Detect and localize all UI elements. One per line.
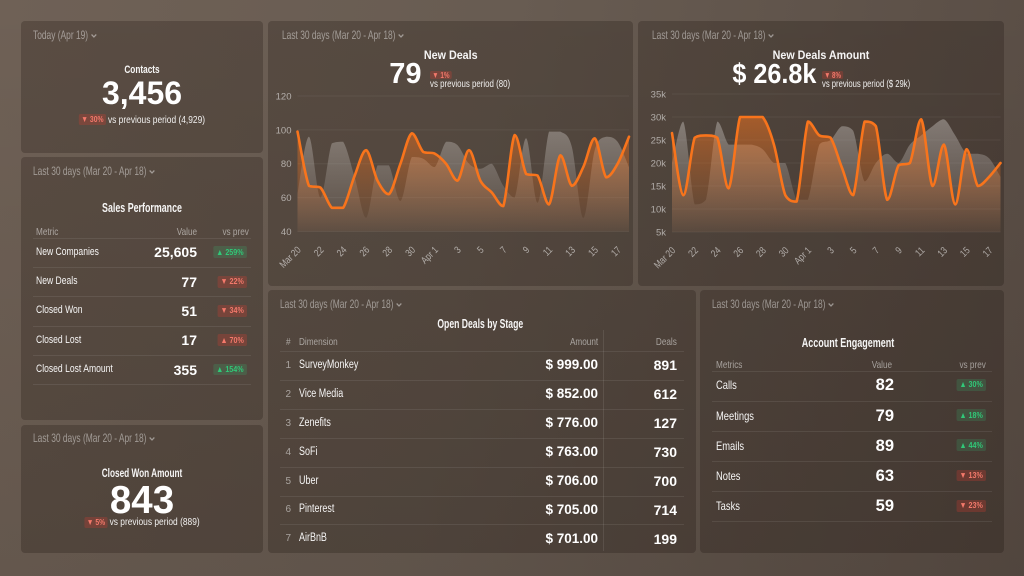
- svg-text:5k: 5k: [656, 228, 666, 239]
- svg-text:13: 13: [563, 244, 577, 258]
- svg-text:Apr 1: Apr 1: [418, 244, 440, 266]
- svg-text:11: 11: [913, 245, 927, 259]
- svg-text:Apr 1: Apr 1: [792, 245, 814, 267]
- svg-text:17: 17: [608, 244, 622, 258]
- svg-text:9: 9: [893, 245, 904, 256]
- svg-text:15: 15: [958, 245, 972, 259]
- svg-text:15: 15: [586, 244, 600, 258]
- svg-text:5: 5: [474, 244, 485, 255]
- svg-text:30: 30: [403, 244, 417, 258]
- svg-text:7: 7: [497, 244, 508, 255]
- svg-text:17: 17: [981, 245, 995, 259]
- svg-text:15k: 15k: [651, 182, 667, 193]
- svg-text:30k: 30k: [651, 113, 667, 124]
- svg-text:28: 28: [754, 245, 768, 259]
- svg-text:3: 3: [452, 244, 463, 255]
- svg-text:30: 30: [777, 245, 791, 259]
- svg-text:10k: 10k: [651, 205, 667, 216]
- svg-text:22: 22: [311, 244, 325, 258]
- svg-text:13: 13: [935, 245, 949, 259]
- svg-text:24: 24: [709, 245, 723, 259]
- svg-text:9: 9: [520, 244, 531, 255]
- svg-text:22: 22: [686, 245, 700, 259]
- svg-text:Mar 20: Mar 20: [277, 244, 303, 270]
- svg-text:40: 40: [280, 227, 291, 238]
- svg-text:7: 7: [870, 245, 881, 256]
- svg-text:11: 11: [540, 244, 554, 258]
- svg-text:100: 100: [275, 125, 291, 136]
- svg-text:24: 24: [334, 244, 348, 258]
- svg-text:26: 26: [731, 245, 745, 259]
- svg-text:35k: 35k: [651, 90, 667, 101]
- svg-text:25k: 25k: [651, 136, 667, 147]
- svg-text:28: 28: [380, 244, 394, 258]
- svg-text:60: 60: [280, 193, 291, 204]
- svg-text:20k: 20k: [651, 159, 667, 170]
- svg-text:120: 120: [275, 92, 291, 103]
- svg-text:5: 5: [848, 245, 859, 256]
- svg-text:26: 26: [357, 244, 371, 258]
- svg-text:Mar 20: Mar 20: [652, 245, 678, 271]
- svg-text:3: 3: [825, 245, 836, 256]
- svg-text:80: 80: [280, 159, 291, 170]
